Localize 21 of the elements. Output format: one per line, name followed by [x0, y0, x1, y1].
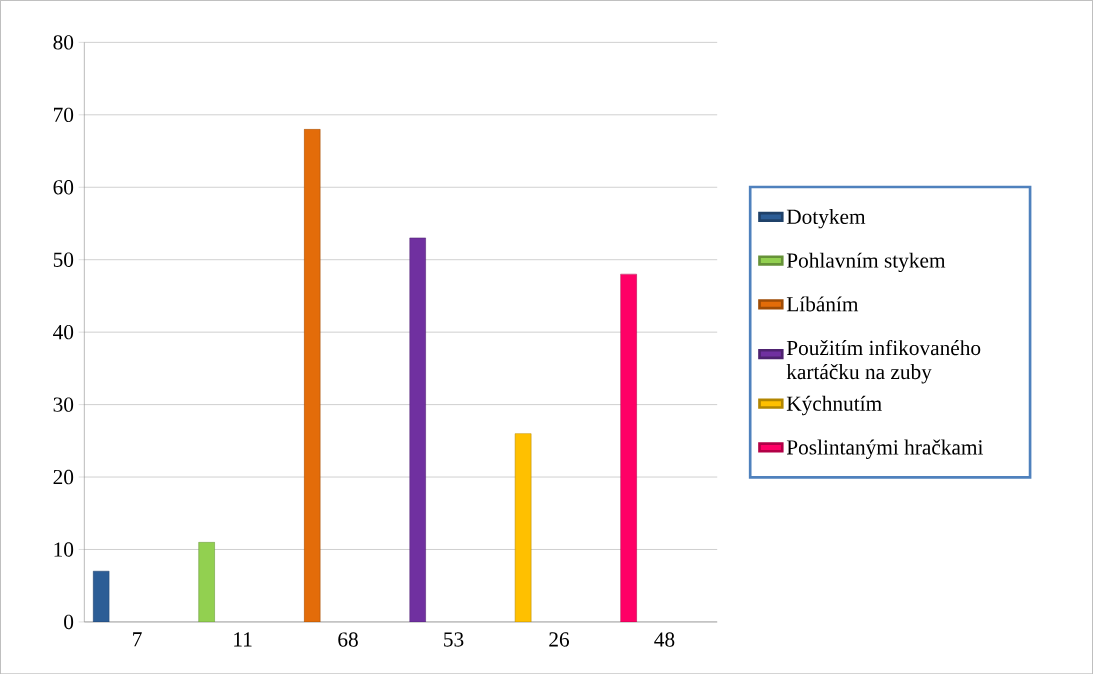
legend-label: Pohlavním stykem — [786, 252, 946, 272]
x-tick-label: 7 — [133, 632, 142, 647]
x-tick-label: 11 — [234, 632, 252, 647]
y-tick-label: 80 — [53, 35, 74, 50]
y-tick-label: 70 — [54, 107, 74, 122]
x-tick-label: 68 — [338, 632, 358, 647]
legend-label: Kýchnutím — [786, 395, 882, 416]
y-tick-label: 30 — [53, 397, 74, 412]
y-tick-label: 20 — [53, 469, 74, 485]
x-tick-label: 53 — [444, 632, 464, 647]
legend-label: Dotykem — [786, 208, 866, 229]
y-tick-label: 50 — [53, 252, 74, 267]
y-tick-label: 60 — [53, 179, 74, 195]
legend-label: Líbáním — [786, 296, 859, 312]
legend-label: Použitím infikovaného kartáčku na zuby — [786, 339, 981, 384]
legend-label: Poslintanými hračkami — [786, 439, 984, 459]
x-tick-label: 26 — [549, 632, 570, 647]
y-tick-label: 10 — [54, 542, 74, 557]
x-tick-label: 48 — [654, 632, 675, 647]
y-tick-label: 40 — [53, 324, 74, 340]
y-tick-label: 0 — [64, 614, 74, 629]
